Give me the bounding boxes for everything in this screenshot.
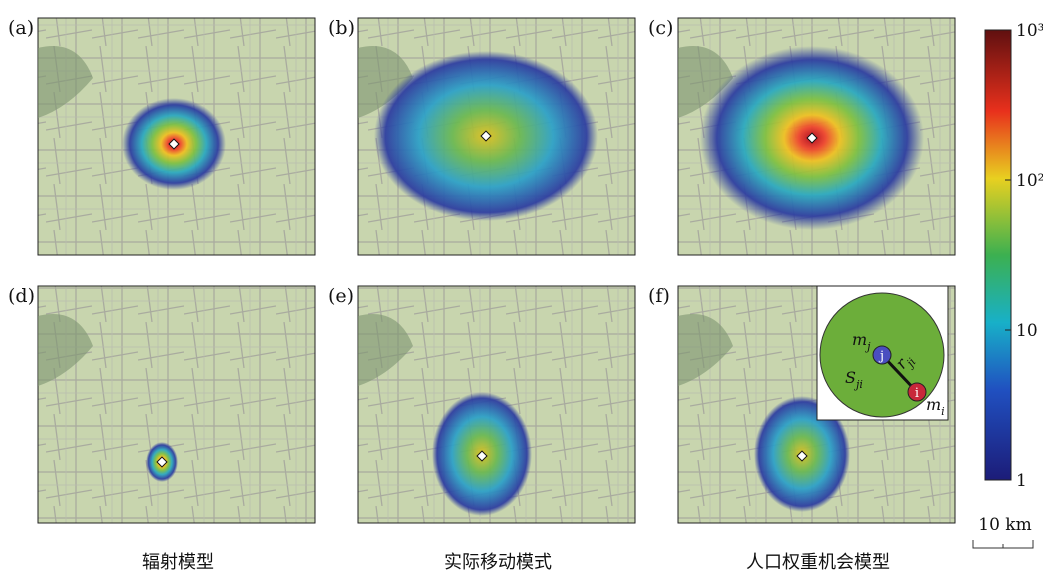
- node-j: j: [878, 349, 884, 364]
- label-m-i: mi: [926, 395, 945, 418]
- s-ji-main: S: [845, 368, 856, 387]
- map-panel: (a): [8, 17, 316, 256]
- map-background: [37, 285, 316, 524]
- colorbar-gradient: [984, 29, 1012, 481]
- colorbar-tick-label: 10: [1016, 321, 1038, 341]
- label-s-ji: Sji: [845, 368, 863, 391]
- scale-label: 10 km: [978, 515, 1031, 535]
- terrain: [678, 314, 733, 386]
- m-j-main: m: [852, 330, 867, 349]
- node-i: i: [915, 386, 919, 401]
- terrain: [38, 46, 93, 118]
- panel-label: (c): [648, 17, 673, 39]
- scale-bar: 10 km: [972, 515, 1034, 549]
- colorbar-tick-label: 10³: [1016, 21, 1043, 41]
- colorbar-tick-label: 1: [1016, 471, 1027, 491]
- terrain: [678, 46, 733, 118]
- m-j-sub: j: [864, 340, 871, 353]
- m-i-sub: i: [941, 405, 945, 418]
- colorbar: 1 10 10² 10³: [984, 21, 1043, 491]
- terrain: [38, 314, 93, 386]
- column-caption: 辐射模型: [142, 552, 214, 573]
- terrain: [358, 46, 413, 118]
- panels: (a) (b) (c) (d) (e) (f): [8, 17, 956, 524]
- m-i-main: m: [926, 395, 941, 414]
- origin-marker: [480, 130, 492, 142]
- origin-marker: [806, 132, 818, 144]
- panel-label: (b): [328, 17, 355, 39]
- label-m-j: mj: [852, 330, 871, 353]
- map-panel: (b): [328, 17, 636, 256]
- origin-marker: [156, 456, 168, 468]
- map-panel: (c): [648, 17, 956, 256]
- origin-marker: [476, 450, 488, 462]
- panel-label: (d): [8, 285, 35, 307]
- map-panel: (e): [328, 285, 636, 524]
- s-ji-sub: ji: [853, 378, 863, 391]
- origin-marker: [796, 450, 808, 462]
- inset-diagram: j i mj rji Sji mi: [816, 285, 949, 421]
- terrain: [358, 314, 413, 386]
- panel-label: (f): [648, 285, 670, 307]
- column-caption: 实际移动模式: [444, 552, 552, 573]
- panel-label: (e): [328, 285, 354, 307]
- colorbar-tick-label: 10²: [1016, 171, 1043, 191]
- panel-label: (a): [8, 17, 34, 39]
- origin-marker: [168, 138, 180, 150]
- column-caption: 人口权重机会模型: [746, 552, 890, 573]
- map-panel: (d): [8, 285, 316, 524]
